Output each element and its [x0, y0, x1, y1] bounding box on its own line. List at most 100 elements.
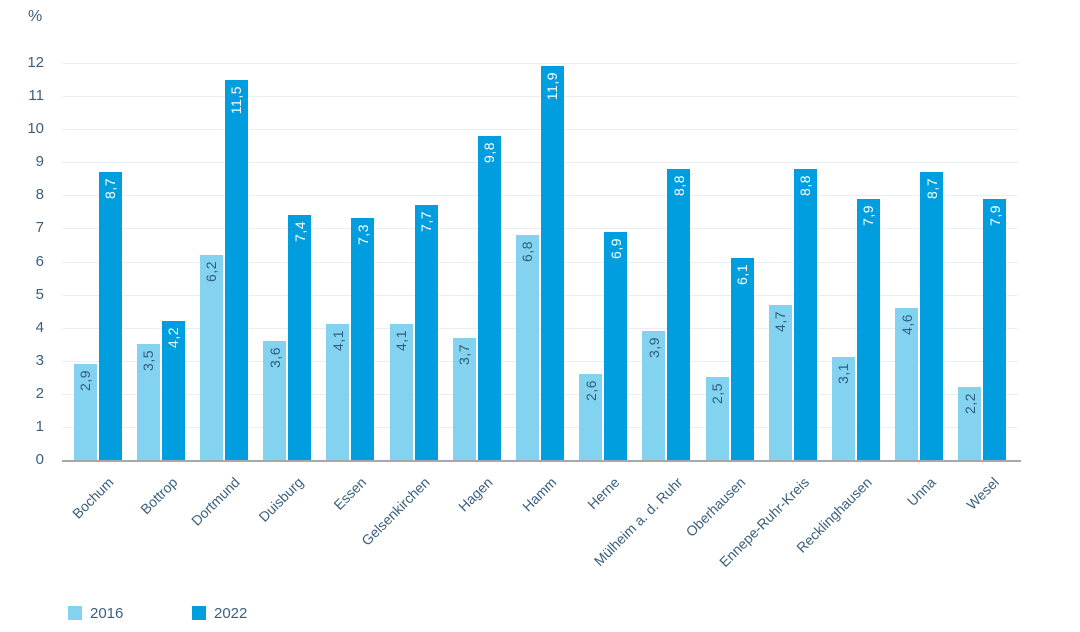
bar-2016-8: 2,6 — [579, 373, 603, 460]
bar-value-label: 4,1 — [329, 330, 346, 352]
gridline — [62, 360, 1018, 362]
y-axis-tick-label: 2 — [35, 384, 44, 402]
bar-value-label: 6,8 — [519, 241, 536, 262]
y-axis-tick-label: 12 — [27, 54, 44, 71]
gridline — [62, 96, 1018, 98]
bar-2016-6: 3,7 — [452, 337, 476, 460]
bar-2022-3: 7,4 — [288, 215, 312, 460]
bar-2022-2: 11,5 — [224, 79, 248, 460]
bar-2016-1: 3,5 — [136, 344, 160, 460]
bar-value-label: 2,5 — [709, 383, 725, 405]
bar-2016-12: 3,1 — [831, 357, 855, 460]
y-axis-tick-label: 5 — [35, 285, 44, 303]
x-axis-category-label-6: Hagen — [455, 474, 497, 515]
bar-2016-0: 2,9 — [73, 364, 97, 460]
bar-2022-1: 4,2 — [161, 321, 185, 460]
bar-2016-11: 4,7 — [768, 304, 792, 460]
x-axis-category-label-7: Hamm — [518, 474, 560, 515]
y-axis-tick-label: 11 — [28, 87, 44, 105]
bar-2016-5: 4,1 — [389, 324, 413, 460]
bar-2022-5: 7,7 — [414, 205, 438, 460]
gridline — [62, 228, 1018, 230]
x-axis-category-label-2: Dortmund — [188, 474, 244, 529]
bar-value-label: 8,7 — [923, 178, 940, 200]
bar-value-label: 4,6 — [898, 313, 915, 335]
y-axis-tick-label: 7 — [35, 219, 44, 237]
bar-value-label: 6,1 — [734, 264, 750, 286]
gridline — [62, 63, 1018, 64]
bar-2022-8: 6,9 — [604, 231, 628, 460]
bar-2016-13: 4,6 — [895, 307, 919, 460]
bar-value-label: 8,8 — [797, 174, 814, 196]
bar-2016-2: 6,2 — [199, 254, 223, 460]
gridline — [62, 327, 1018, 329]
x-axis-category-label-8: Herne — [584, 474, 623, 513]
y-axis-tick-label: 8 — [35, 186, 44, 204]
bar-2022-4: 7,3 — [351, 218, 375, 460]
x-axis-line — [62, 460, 1021, 462]
bar-value-label: 8,7 — [102, 178, 118, 200]
bar-value-label: 7,9 — [860, 204, 877, 226]
bar-value-label: 9,8 — [481, 141, 498, 163]
y-axis-tick-label: 6 — [35, 252, 44, 270]
bar-value-label: 3,6 — [266, 346, 283, 368]
x-axis-category-label-0: Bochum — [69, 474, 117, 522]
x-axis-category-label-14: Wesel — [962, 474, 1002, 513]
gridline — [62, 261, 1018, 263]
bar-value-label: 3,5 — [140, 350, 157, 372]
bar-value-label: 8,8 — [670, 174, 687, 196]
bar-value-label: 4,1 — [393, 330, 409, 352]
bar-value-label: 3,7 — [456, 343, 473, 365]
bar-value-label: 3,1 — [835, 363, 852, 385]
bar-2016-7: 6,8 — [515, 235, 539, 460]
bar-value-label: 7,9 — [986, 204, 1003, 226]
bar-2016-4: 4,1 — [326, 324, 350, 460]
bar-value-label: 4,2 — [165, 327, 182, 349]
bar-value-label: 2,9 — [77, 370, 93, 392]
bar-2022-10: 6,1 — [730, 258, 754, 460]
y-axis-tick-label: 4 — [35, 318, 44, 336]
y-axis-tick-label: 10 — [27, 120, 44, 138]
bar-2016-14: 2,2 — [958, 387, 982, 460]
bar-value-label: 2,2 — [961, 393, 978, 415]
bar-2022-12: 7,9 — [856, 198, 880, 460]
x-axis-category-label-13: Unna — [903, 474, 939, 509]
bar-2022-7: 11,9 — [540, 66, 564, 460]
bar-value-label: 11,9 — [544, 72, 561, 101]
bar-2016-9: 3,9 — [642, 330, 666, 460]
bar-value-label: 6,9 — [607, 237, 624, 259]
bar-2022-11: 8,8 — [793, 168, 817, 460]
bar-2022-0: 8,7 — [98, 172, 122, 460]
bar-value-label: 4,7 — [772, 310, 789, 332]
gridline — [62, 294, 1018, 296]
bar-value-label: 7,7 — [418, 211, 434, 233]
bar-value-label: 6,2 — [203, 260, 220, 282]
x-axis-category-label-4: Essen — [330, 474, 370, 513]
bar-value-label: 7,3 — [354, 224, 371, 246]
y-axis-tick-label: 3 — [35, 351, 44, 369]
bar-2022-6: 9,8 — [477, 135, 501, 460]
x-axis-category-label-1: Bottrop — [136, 474, 181, 518]
bar-value-label: 11,5 — [228, 85, 245, 114]
y-axis-tick-label: 9 — [35, 153, 44, 171]
x-axis-category-label-10: Oberhausen — [683, 474, 749, 540]
bar-2016-3: 3,6 — [263, 340, 287, 460]
x-axis-category-label-3: Duisburg — [255, 474, 307, 525]
bar-2016-10: 2,5 — [705, 377, 729, 460]
bar-value-label: 7,4 — [291, 221, 308, 243]
gridline — [62, 393, 1018, 395]
x-axis-category-label-5: Gelsenkirchen — [358, 474, 433, 549]
bar-value-label: 3,9 — [645, 336, 662, 358]
y-axis-unit-label: % — [28, 8, 43, 25]
gridline — [62, 162, 1018, 164]
bar-2022-13: 8,7 — [920, 172, 944, 460]
bar-value-label: 2,6 — [582, 379, 599, 401]
gridline — [62, 426, 1018, 428]
y-axis-tick-label: 0 — [35, 451, 44, 468]
y-axis-tick-label: 1 — [35, 417, 44, 435]
gridline — [62, 129, 1018, 131]
gridline — [62, 195, 1018, 197]
bar-2022-14: 7,9 — [983, 198, 1007, 460]
